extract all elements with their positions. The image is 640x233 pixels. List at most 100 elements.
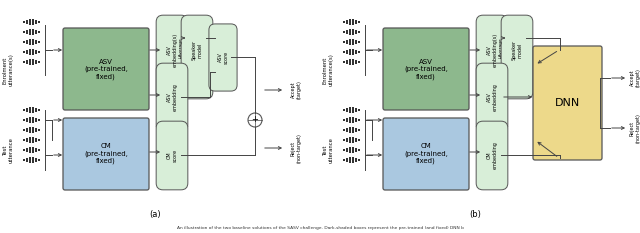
Bar [352, 127, 354, 133]
FancyBboxPatch shape [383, 28, 469, 110]
Bar [32, 39, 34, 45]
Bar [349, 127, 351, 133]
Circle shape [248, 113, 262, 127]
Bar [343, 61, 345, 63]
Bar [358, 119, 360, 121]
Text: (a): (a) [149, 210, 161, 219]
Bar [358, 21, 360, 23]
Bar [343, 159, 345, 161]
Bar [358, 61, 360, 63]
Bar [23, 41, 25, 43]
FancyBboxPatch shape [383, 118, 469, 190]
Bar [358, 149, 360, 151]
Bar [355, 30, 357, 34]
Bar [346, 118, 348, 122]
Bar [29, 107, 31, 113]
Bar [38, 129, 40, 131]
Bar [32, 59, 34, 65]
Bar [26, 138, 28, 142]
Bar [32, 147, 34, 153]
Bar [352, 107, 354, 113]
Bar [349, 117, 351, 123]
Bar [38, 109, 40, 111]
Bar [23, 149, 25, 151]
Bar [23, 31, 25, 33]
Bar [343, 149, 345, 151]
Bar [26, 128, 28, 132]
Text: Test
utterance: Test utterance [3, 137, 13, 163]
Bar [26, 158, 28, 162]
Bar [38, 51, 40, 53]
Bar [35, 60, 36, 64]
Bar [32, 29, 34, 35]
Bar [38, 119, 40, 121]
Bar [35, 158, 36, 162]
Bar [32, 107, 34, 113]
Text: An illustration of the two baseline solutions of the SASV challenge. Dark-shaded: An illustration of the two baseline solu… [177, 226, 463, 230]
FancyBboxPatch shape [209, 24, 237, 91]
Bar [349, 107, 351, 113]
Bar [32, 157, 34, 163]
Bar [346, 50, 348, 54]
Bar [352, 59, 354, 65]
Bar [29, 147, 31, 153]
FancyBboxPatch shape [533, 46, 602, 160]
Bar [38, 41, 40, 43]
Bar [355, 50, 357, 54]
Text: CM
(pre-trained,
fixed): CM (pre-trained, fixed) [404, 144, 448, 164]
Bar [346, 148, 348, 152]
Bar [355, 138, 357, 142]
Text: CM
embedding: CM embedding [486, 141, 497, 169]
Bar [343, 109, 345, 111]
Bar [358, 51, 360, 53]
Bar [358, 31, 360, 33]
FancyBboxPatch shape [156, 63, 188, 132]
Bar [352, 157, 354, 163]
Bar [32, 127, 34, 133]
Bar [352, 19, 354, 25]
Bar [35, 20, 36, 24]
Bar [349, 49, 351, 55]
Bar [26, 108, 28, 112]
Text: (b): (b) [469, 210, 481, 219]
Bar [23, 159, 25, 161]
Bar [349, 29, 351, 35]
Bar [38, 31, 40, 33]
Bar [35, 50, 36, 54]
Bar [29, 157, 31, 163]
Bar [349, 157, 351, 163]
Bar [355, 128, 357, 132]
Text: Reject
(non-target): Reject (non-target) [291, 133, 301, 163]
Bar [29, 29, 31, 35]
Bar [23, 109, 25, 111]
Bar [352, 147, 354, 153]
Text: ↓Average: ↓Average [498, 37, 502, 59]
Text: Enrolment
utterance(s): Enrolment utterance(s) [3, 54, 13, 86]
Bar [346, 108, 348, 112]
Text: DNN: DNN [554, 98, 580, 108]
Bar [352, 49, 354, 55]
Text: ASV
embedding: ASV embedding [166, 83, 177, 111]
Text: ↓Average: ↓Average [178, 37, 182, 59]
Bar [35, 40, 36, 44]
Bar [346, 40, 348, 44]
Bar [355, 118, 357, 122]
FancyBboxPatch shape [476, 15, 508, 99]
Bar [38, 61, 40, 63]
Bar [355, 60, 357, 64]
Text: ASV
embedding(s): ASV embedding(s) [166, 33, 177, 67]
Bar [355, 158, 357, 162]
Bar [343, 21, 345, 23]
Text: ASV
embedding(s): ASV embedding(s) [486, 33, 497, 67]
FancyBboxPatch shape [63, 118, 149, 190]
FancyBboxPatch shape [63, 28, 149, 110]
Text: CM
(pre-trained,
fixed): CM (pre-trained, fixed) [84, 144, 128, 164]
Bar [346, 158, 348, 162]
Bar [346, 20, 348, 24]
Text: ASV
(pre-trained,
fixed): ASV (pre-trained, fixed) [84, 58, 128, 79]
Bar [26, 30, 28, 34]
Bar [38, 21, 40, 23]
Bar [349, 59, 351, 65]
Bar [32, 49, 34, 55]
Text: +: + [252, 116, 259, 124]
